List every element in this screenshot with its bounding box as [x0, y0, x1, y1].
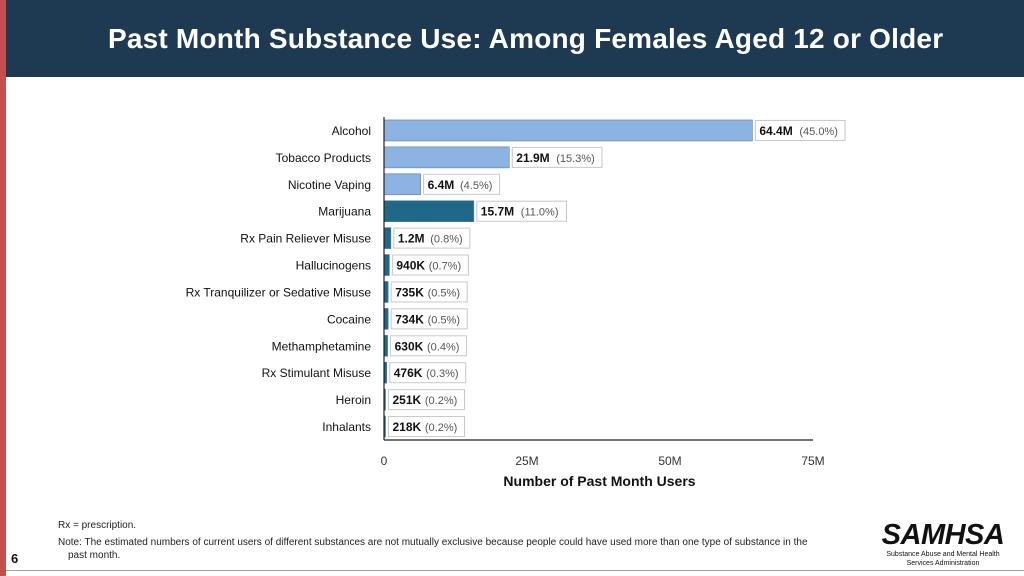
x-tick-label: 75M — [801, 454, 824, 468]
percent-label: (4.5%) — [460, 180, 492, 192]
value-label: 630K — [395, 339, 424, 353]
data-label-box — [388, 416, 465, 438]
percent-label: (0.2%) — [425, 395, 457, 407]
value-label: 15.7M — [481, 205, 514, 219]
bar — [383, 173, 421, 196]
x-tick-label: 25M — [515, 454, 538, 468]
bar — [383, 308, 389, 330]
percent-label: (0.4%) — [427, 341, 459, 353]
data-label-box — [388, 389, 465, 411]
footnote-rx: Rx = prescription. — [58, 520, 137, 531]
footnote-note-line1: Note: The estimated numbers of current u… — [58, 537, 808, 548]
percent-label: (0.8%) — [430, 234, 462, 246]
slide-number: 6 — [11, 551, 19, 566]
percent-label: (0.5%) — [428, 287, 460, 299]
category-label: Heroin — [336, 393, 371, 407]
data-label-box — [754, 119, 846, 141]
data-label-box — [393, 227, 471, 249]
logo-wordmark: SAMHSA — [881, 519, 1005, 551]
data-label-box — [390, 308, 468, 330]
x-axis-title: Number of Past Month Users — [503, 473, 695, 489]
value-label: 218K — [393, 420, 422, 434]
data-label-box — [389, 362, 467, 384]
percent-label: (0.2%) — [425, 422, 457, 434]
value-label: 735K — [395, 285, 424, 299]
value-label: 734K — [395, 312, 424, 326]
footnote-note-line2: past month. — [68, 550, 121, 561]
logo-subtitle-line1: Substance Abuse and Mental Health — [886, 551, 1000, 558]
category-label: Alcohol — [332, 124, 371, 138]
samhsa-logo: SAMHSA Substance Abuse and Mental Health… — [878, 520, 1008, 570]
percent-label: (0.7%) — [429, 261, 461, 273]
bar — [383, 254, 390, 276]
left-accent-bar — [0, 0, 6, 576]
percent-label: (11.0%) — [521, 207, 559, 219]
data-label-box — [511, 146, 603, 168]
value-label: 64.4M — [759, 124, 792, 138]
data-label-box — [391, 254, 469, 276]
data-label-box — [390, 281, 468, 303]
value-label: 940K — [396, 259, 425, 273]
bar — [383, 281, 389, 303]
logo-subtitle-line2: Services Administration — [906, 560, 980, 567]
slide-title: Past Month Substance Use: Among Females … — [108, 22, 944, 54]
value-label: 6.4M — [428, 178, 455, 192]
category-label: Hallucinogens — [296, 259, 371, 273]
footnote-note: Note: The estimated numbers of current u… — [58, 536, 858, 562]
x-tick-label: 0 — [381, 454, 388, 468]
x-tick-label: 50M — [658, 454, 681, 468]
bar — [383, 119, 753, 142]
category-label: Nicotine Vaping — [288, 178, 371, 192]
category-label: Marijuana — [318, 205, 371, 219]
category-label: Methamphetamine — [272, 339, 372, 353]
percent-label: (45.0%) — [799, 126, 838, 138]
category-label: Inhalants — [322, 420, 371, 434]
percent-label: (15.3%) — [556, 153, 595, 165]
percent-label: (0.3%) — [426, 368, 458, 380]
percent-label: (0.5%) — [428, 314, 460, 326]
category-label: Rx Tranquilizer or Sedative Misuse — [186, 285, 372, 299]
value-label: 21.9M — [516, 151, 549, 165]
category-label: Cocaine — [327, 312, 371, 326]
footer-divider — [6, 570, 1024, 571]
value-label: 476K — [394, 366, 423, 380]
data-label-box — [390, 335, 468, 357]
category-label: Rx Stimulant Misuse — [262, 366, 372, 380]
bar — [383, 227, 392, 249]
value-label: 251K — [393, 393, 422, 407]
bar — [383, 200, 475, 223]
data-label-box — [476, 200, 568, 222]
category-label: Tobacco Products — [276, 151, 371, 165]
category-label: Rx Pain Reliever Misuse — [240, 232, 371, 246]
title-banner: Past Month Substance Use: Among Females … — [6, 0, 1024, 77]
data-label-box — [423, 173, 501, 195]
value-label: 1.2M — [398, 232, 425, 246]
bar — [383, 146, 510, 169]
